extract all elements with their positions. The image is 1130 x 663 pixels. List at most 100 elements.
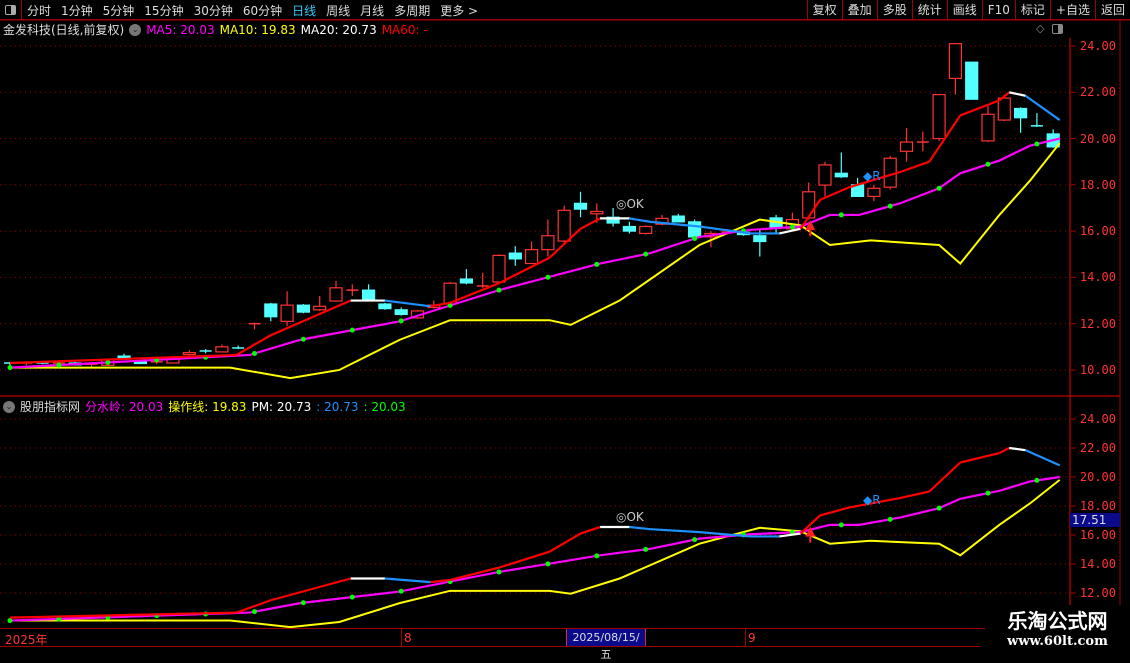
toolbar: 分时 1分钟 5分钟 15分钟 30分钟 60分钟 日线 周线 月线 多周期 更多 > 复权 叠加 多股… <box>0 0 1130 20</box>
pm-line-segment <box>579 217 601 230</box>
candle-body <box>671 215 685 223</box>
period-tab[interactable]: 多周期 <box>394 3 431 18</box>
fsl-dot <box>105 359 111 365</box>
y-tick-label: 24.00 <box>1079 39 1116 53</box>
candle-body <box>524 249 539 265</box>
sub-legend: ⌄ 股朋指标网 分水岭: 20.03 操作线: 19.83 PM: 20.73 … <box>3 398 406 415</box>
pm-line-segment <box>270 577 351 602</box>
pm-line-segment <box>629 525 651 531</box>
candle-body <box>899 141 914 152</box>
fsl-dot <box>545 561 551 567</box>
r-marker: ◆R <box>863 493 881 507</box>
y-tick-label: 18.00 <box>1079 499 1116 513</box>
period-tab[interactable]: 30分钟 <box>193 3 233 18</box>
fsl-dot <box>838 212 844 218</box>
pm-line-segment <box>1024 94 1061 121</box>
watermark-url: www.60lt.com <box>1007 634 1108 649</box>
pm-line-segment <box>799 514 821 535</box>
czx-value: 操作线: 19.83 <box>168 400 247 414</box>
candle-body <box>296 304 310 313</box>
pm-line-segment <box>899 490 930 500</box>
fsl-dot <box>7 365 13 371</box>
stock-title: 金发科技(日线,前复权) <box>3 23 125 37</box>
fsl-dot <box>594 261 600 267</box>
fsl-dot <box>1034 141 1040 147</box>
candle-body <box>948 43 963 79</box>
toolbar-button[interactable]: 画线 <box>946 0 982 20</box>
candle-body <box>785 218 800 230</box>
date-month-9: 9 <box>748 631 756 645</box>
candle-body <box>1013 107 1028 119</box>
crosshair-price-box: 17.51 <box>1070 513 1120 527</box>
fsl-dot <box>1034 477 1040 483</box>
toolbar-button[interactable]: 多股 <box>876 0 912 20</box>
r-marker: ◆R <box>863 169 881 183</box>
czx-line <box>10 479 1061 629</box>
period-tab[interactable]: 分时 <box>27 3 52 18</box>
candle-body <box>166 357 180 364</box>
buy-arrow-icon <box>805 526 816 537</box>
candle-body <box>427 304 441 309</box>
pm-line-segment <box>498 550 550 569</box>
fsl-dot <box>789 224 795 230</box>
pm-line-segment <box>959 99 1000 117</box>
candle-body <box>215 346 229 353</box>
candle-body <box>622 225 637 232</box>
diamond-icon[interactable]: ◇ <box>1036 22 1045 35</box>
y-tick-label: 22.00 <box>1079 441 1116 455</box>
fsl-dot <box>692 537 698 543</box>
period-tab[interactable]: 1分钟 <box>61 3 93 18</box>
period-tab[interactable]: 5分钟 <box>102 3 135 18</box>
fsl-dot <box>398 588 404 594</box>
candle-body <box>590 210 604 215</box>
toolbar-button[interactable]: F10 <box>981 0 1015 20</box>
candle-body <box>965 61 979 100</box>
candle-body <box>997 97 1011 121</box>
fsl-dot <box>741 228 746 234</box>
candle-body <box>557 209 571 242</box>
date-cursor-label: 2025/08/15/五 <box>566 629 646 661</box>
y-tick-label: 16.00 <box>1079 224 1116 239</box>
fsl-dot <box>300 600 306 606</box>
toolbar-button[interactable]: 返回 <box>1094 0 1130 20</box>
fsl-dot <box>692 236 698 242</box>
fsl-dot <box>398 318 404 324</box>
candle-body <box>736 231 751 236</box>
candle-body <box>867 187 881 198</box>
candle-body <box>818 164 832 186</box>
candle-body <box>802 191 816 219</box>
pm-line-segment <box>998 447 1010 455</box>
toolbar-button[interactable]: 复权 <box>806 0 842 20</box>
r-label: R <box>872 493 881 507</box>
period-tab[interactable]: 日线 <box>292 3 317 18</box>
toolbar-button[interactable]: 统计 <box>911 0 947 20</box>
pm-line-segment <box>548 228 582 259</box>
toolbar-button[interactable]: 标记 <box>1014 0 1050 20</box>
fsl-dot <box>838 522 844 528</box>
ok-label: OK <box>626 197 644 211</box>
period-tab[interactable]: 更多 > <box>440 3 479 18</box>
candle-body <box>133 361 147 365</box>
pm-line-segment <box>699 531 751 538</box>
panel-toggle-button[interactable] <box>0 0 22 20</box>
period-tab[interactable]: 月线 <box>360 3 385 18</box>
candle-body <box>329 287 343 302</box>
pm-line-segment <box>819 506 850 517</box>
panel-icon[interactable] <box>1052 24 1063 34</box>
candle-body <box>182 352 196 356</box>
ma5-value: MA5: 20.03 <box>146 22 215 37</box>
candle-body <box>68 362 82 366</box>
chevron-down-icon[interactable]: ⌄ <box>129 23 142 36</box>
period-tab[interactable]: 周线 <box>326 3 351 18</box>
y-tick-label: 18.00 <box>1079 177 1116 192</box>
fsl-dot <box>349 327 355 333</box>
ok-label: OK <box>626 510 644 524</box>
fsl-dot <box>203 354 209 360</box>
toolbar-button[interactable]: 叠加 <box>841 0 877 20</box>
toolbar-button[interactable]: +自选 <box>1049 0 1095 20</box>
period-tab[interactable]: 60分钟 <box>242 3 283 18</box>
period-tab[interactable]: 15分钟 <box>144 3 184 18</box>
pm-line-segment <box>384 577 431 584</box>
pm-line-segment <box>1008 91 1026 97</box>
chevron-down-icon[interactable]: ⌄ <box>3 400 15 413</box>
